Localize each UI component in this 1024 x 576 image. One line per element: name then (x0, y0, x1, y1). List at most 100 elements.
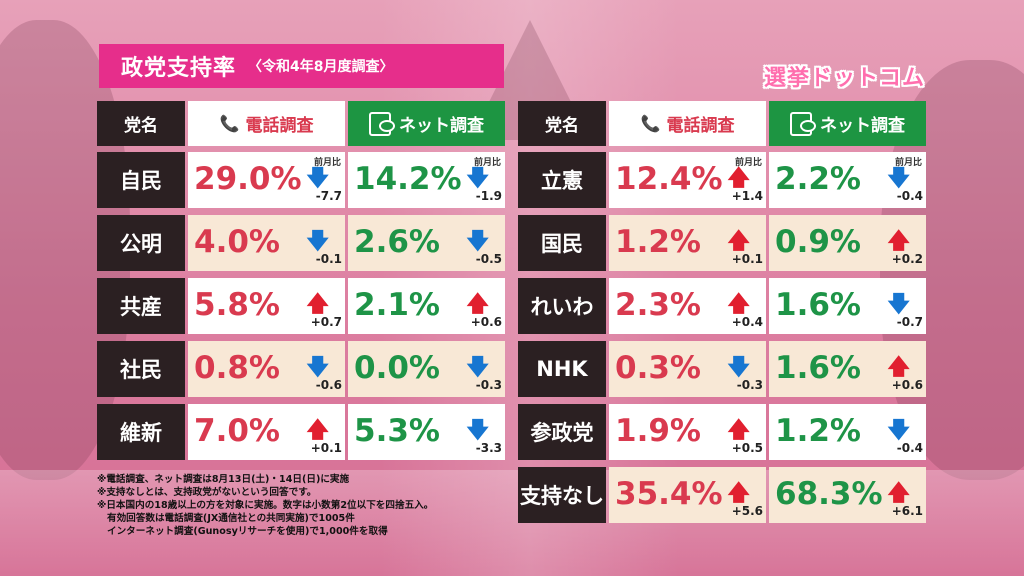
left-header-party: 党名 (97, 101, 185, 146)
arrow-down-icon: 🡇 (466, 229, 489, 254)
party-name: 維新 (97, 404, 185, 460)
footnote: 有効回答数は電話調査(JX通信社との共同実施)で1005件 (107, 513, 355, 524)
net-delta: -0.3 (475, 378, 502, 392)
footnote: ※電話調査、ネット調査は8月13日(土)・14日(日)に実施 (97, 474, 350, 485)
title-banner: 政党支持率 〈令和4年8月度調査〉 (99, 44, 504, 88)
party-name: 国民 (518, 215, 606, 271)
net-cell: 0.9% 🡅 +0.2 (769, 215, 926, 271)
month-over-month-label: 前月比 (313, 158, 341, 168)
phone-percentage: 2.3% (615, 287, 701, 323)
table-row: 自民 29.0% 前月比 🡇 -7.7 14.2% 前月比 🡇 -1.9 (97, 152, 505, 208)
net-delta: -0.4 (896, 441, 923, 455)
net-delta: -0.5 (475, 252, 502, 266)
net-cell: 5.3% 🡇 -3.3 (348, 404, 505, 460)
party-name: れいわ (518, 278, 606, 334)
month-over-month-label: 前月比 (473, 158, 501, 168)
phone-delta: -0.6 (315, 378, 342, 392)
net-delta: +0.6 (891, 378, 923, 392)
net-cell: 14.2% 前月比 🡇 -1.9 (348, 152, 505, 208)
party-name: 公明 (97, 215, 185, 271)
left-header-net: ネット調査 (348, 101, 505, 146)
net-cell: 68.3% 🡅 +6.1 (769, 467, 926, 523)
net-percentage: 14.2% (354, 161, 462, 197)
footnote: ※支持なしとは、支持政党がないという回答です。 (97, 487, 317, 498)
table-row: 参政党 1.9% 🡅 +0.5 1.2% 🡇 -0.4 (518, 404, 926, 460)
arrow-up-icon: 🡅 (466, 292, 489, 317)
footnote: インターネット調査(Gunosyリサーチを使用)で1,000件を取得 (107, 526, 388, 537)
phone-percentage: 1.9% (615, 413, 701, 449)
net-delta: -0.4 (896, 189, 923, 203)
arrow-down-icon: 🡇 (466, 418, 489, 443)
header-net-label: ネット調査 (820, 116, 905, 136)
phone-percentage: 29.0% (194, 161, 302, 197)
header-net-label: ネット調査 (399, 116, 484, 136)
phone-cell: 29.0% 前月比 🡇 -7.7 (188, 152, 345, 208)
phone-cell: 12.4% 前月比 🡅 +1.4 (609, 152, 766, 208)
month-over-month-label: 前月比 (734, 158, 762, 168)
arrow-up-icon: 🡅 (887, 481, 910, 506)
net-delta: +0.6 (470, 315, 502, 329)
phone-delta: -7.7 (315, 189, 342, 203)
table-row: 公明 4.0% 🡇 -0.1 2.6% 🡇 -0.5 (97, 215, 505, 271)
table-row: 国民 1.2% 🡅 +0.1 0.9% 🡅 +0.2 (518, 215, 926, 271)
net-cell: 2.6% 🡇 -0.5 (348, 215, 505, 271)
table-row: 立憲 12.4% 前月比 🡅 +1.4 2.2% 前月比 🡇 -0.4 (518, 152, 926, 208)
net-percentage: 0.0% (354, 350, 440, 386)
phone-cell: 5.8% 🡅 +0.7 (188, 278, 345, 334)
net-cell: 0.0% 🡇 -0.3 (348, 341, 505, 397)
right-header-net: ネット調査 (769, 101, 926, 146)
net-delta: -1.9 (475, 189, 502, 203)
net-percentage: 2.2% (775, 161, 861, 197)
arrow-down-icon: 🡇 (727, 355, 750, 380)
net-percentage: 1.2% (775, 413, 861, 449)
arrow-up-icon: 🡅 (727, 292, 750, 317)
footnote: ※日本国内の18歳以上の方を対象に実施。数字は小数第2位以下を四捨五入。 (97, 500, 434, 511)
phone-icon: 📞 (219, 114, 240, 133)
header-party-label: 党名 (124, 116, 158, 136)
phone-delta: -0.1 (315, 252, 342, 266)
page-title: 政党支持率 (121, 56, 237, 81)
net-cell: 1.6% 🡅 +0.6 (769, 341, 926, 397)
phone-cell: 4.0% 🡇 -0.1 (188, 215, 345, 271)
phone-percentage: 0.3% (615, 350, 701, 386)
month-over-month-label: 前月比 (894, 158, 922, 168)
phone-percentage: 1.2% (615, 224, 701, 260)
page-subtitle: 〈令和4年8月度調査〉 (248, 59, 394, 75)
arrow-up-icon: 🡅 (306, 418, 329, 443)
phone-cell: 7.0% 🡅 +0.1 (188, 404, 345, 460)
right-header-party: 党名 (518, 101, 606, 146)
phone-delta: +0.7 (310, 315, 342, 329)
net-delta: -3.3 (475, 441, 502, 455)
net-cell: 1.6% 🡇 -0.7 (769, 278, 926, 334)
phone-icon: 📞 (640, 114, 661, 133)
party-name: 社民 (97, 341, 185, 397)
arrow-down-icon: 🡇 (887, 418, 910, 443)
phone-percentage: 7.0% (194, 413, 280, 449)
arrow-up-icon: 🡅 (306, 292, 329, 317)
table-row: NHK 0.3% 🡇 -0.3 1.6% 🡅 +0.6 (518, 341, 926, 397)
phone-delta: -0.3 (736, 378, 763, 392)
net-percentage: 2.1% (354, 287, 440, 323)
header-phone-label: 電話調査 (666, 116, 735, 136)
phone-delta: +0.1 (310, 441, 342, 455)
smartphone-icon (369, 111, 395, 136)
phone-delta: +0.4 (731, 315, 763, 329)
phone-cell: 1.2% 🡅 +0.1 (609, 215, 766, 271)
phone-percentage: 4.0% (194, 224, 280, 260)
party-name: 自民 (97, 152, 185, 208)
left-header-phone: 📞 電話調査 (188, 101, 345, 146)
net-cell: 2.2% 前月比 🡇 -0.4 (769, 152, 926, 208)
arrow-up-icon: 🡅 (887, 355, 910, 380)
phone-percentage: 0.8% (194, 350, 280, 386)
footnotes: ※電話調査、ネット調査は8月13日(土)・14日(日)に実施 ※支持なしとは、支… (97, 473, 517, 538)
net-percentage: 1.6% (775, 287, 861, 323)
phone-cell: 1.9% 🡅 +0.5 (609, 404, 766, 460)
brand-logo: 選挙ドットコム (764, 66, 926, 91)
phone-cell: 2.3% 🡅 +0.4 (609, 278, 766, 334)
smartphone-icon (790, 111, 816, 136)
arrow-down-icon: 🡇 (466, 355, 489, 380)
net-cell: 1.2% 🡇 -0.4 (769, 404, 926, 460)
header-phone-label: 電話調査 (245, 116, 314, 136)
net-delta: -0.7 (896, 315, 923, 329)
